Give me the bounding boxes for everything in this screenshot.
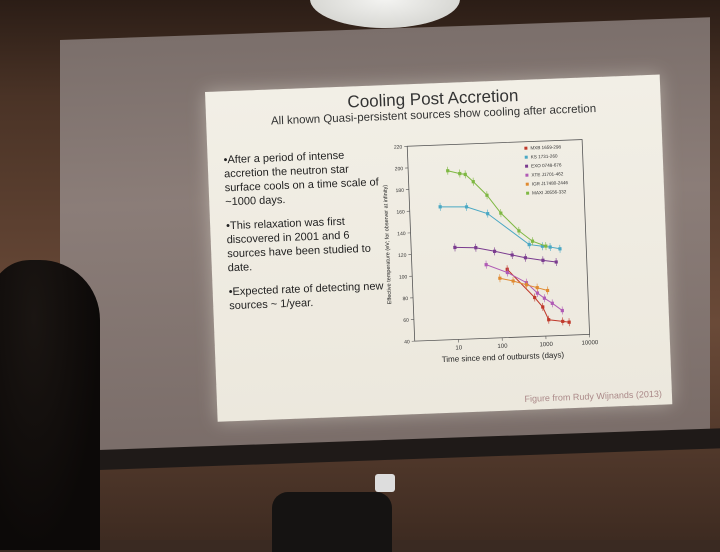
x-tick-label: 1000 [539,342,553,349]
legend-label: XTE J1701-462 [531,171,564,177]
legend-label: IGR J17480-2446 [532,180,569,186]
series-line [500,276,548,292]
legend-marker [526,183,529,186]
data-point [525,283,528,286]
floor-outlet [375,474,395,492]
data-point [567,321,570,324]
x-axis-label: Time since end of outbursts (days) [442,350,565,364]
legend-label: EXO 0748-676 [531,162,562,168]
legend-label: MXB 1659-298 [530,144,561,150]
data-point [498,277,501,280]
data-point [464,173,467,176]
data-point [474,246,477,249]
data-point [541,305,544,308]
chair-back [272,492,392,552]
data-point [551,302,554,305]
y-tick-label: 100 [399,274,408,280]
y-tick-label: 160 [396,209,405,215]
x-tick-label: 100 [497,344,508,350]
bullet-item: •Expected rate of detecting new sources … [228,279,389,313]
data-point [543,297,546,300]
data-point [547,318,550,321]
y-tick-label: 120 [398,253,407,259]
data-point [548,245,551,248]
figure-credit: Figure from Rudy Wijnands (2013) [524,389,662,404]
legend-marker [525,165,528,168]
series-line [507,267,569,324]
bullet-list: •After a period of intense accretion the… [223,147,389,323]
bullet-item: •After a period of intense accretion the… [223,147,385,209]
data-point [472,180,475,183]
data-point [485,263,488,266]
legend-label: KS 1731-260 [531,153,558,159]
data-point [555,260,558,263]
data-point [486,212,489,215]
data-point [458,172,461,175]
data-point [453,246,456,249]
data-point [546,289,549,292]
legend-marker [524,147,527,150]
data-point [528,243,531,246]
data-point [536,291,539,294]
data-point [517,229,520,232]
data-point [465,205,468,208]
data-point [506,271,509,274]
y-tick-label: 180 [395,188,404,194]
data-point [511,279,514,282]
data-point [536,286,539,289]
y-axis-label: Effective temperature (eV; for observer … [383,185,394,305]
data-point [446,169,449,172]
bullet-item: •This relaxation was first discovered in… [226,213,388,275]
series-line [448,167,546,250]
legend-marker [525,156,528,159]
data-point [561,320,564,323]
cooling-chart: 40 60 80 100 120 140 160 180 200 220 10 100 1000 1000… [377,129,661,384]
data-point [499,211,502,214]
data-point [524,256,527,259]
data-point [561,309,564,312]
data-point [558,247,561,250]
x-tick-label: 10000 [581,340,599,347]
data-point [439,205,442,208]
y-tick-label: 40 [404,339,410,345]
y-tick-label: 80 [402,296,408,302]
presenter-silhouette [0,260,100,550]
legend-marker [526,192,529,195]
legend-label: MAXI J0556-332 [532,189,567,195]
data-point [541,259,544,262]
data-point [510,253,513,256]
x-tick-label: 10 [455,345,463,351]
y-tick-label: 60 [403,318,409,324]
legend-marker [525,174,528,177]
y-tick-label: 200 [395,166,404,172]
data-point [531,240,534,243]
y-tick-label: 140 [397,231,406,237]
y-tick-label: 220 [394,144,403,150]
series-line [486,262,562,314]
projected-slide: Cooling Post Accretion All known Quasi-p… [205,75,672,422]
data-point [544,244,547,247]
data-point [493,250,496,253]
data-point [533,296,536,299]
data-point [485,194,488,197]
